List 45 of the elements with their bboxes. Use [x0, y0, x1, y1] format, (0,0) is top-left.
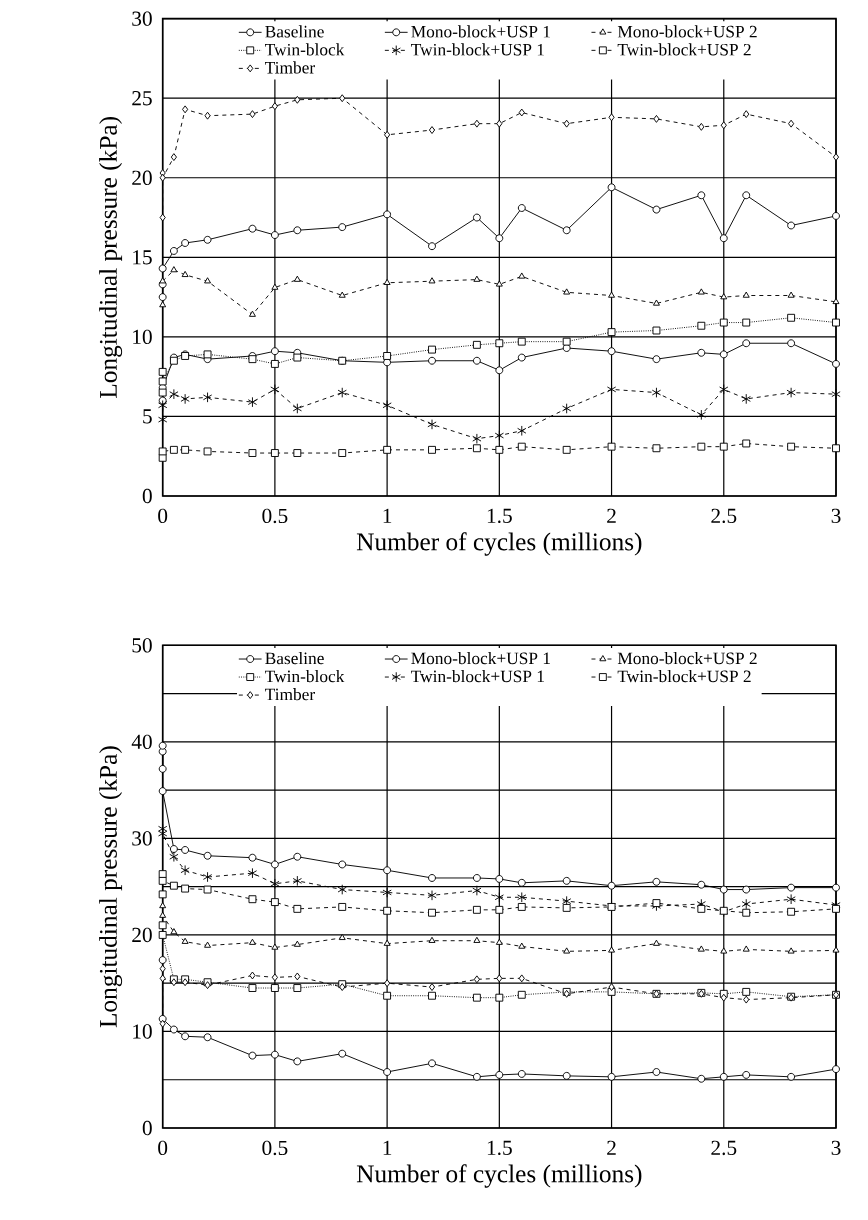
legend-label: Twin-block+USP 1	[411, 43, 544, 56]
x-tick-label: 0	[158, 1140, 168, 1156]
y-tick-label: 10	[133, 329, 152, 345]
x-axis-title: Number of cycles (millions)	[356, 1164, 642, 1188]
y-tick-label: 25	[132, 91, 152, 106]
legend-label: Mono-block+USP 2	[617, 25, 757, 38]
legend-label: Twin-block	[265, 670, 345, 683]
legend-label: Mono-block+USP 1	[411, 25, 550, 38]
legend-label: Twin-block	[265, 43, 345, 56]
x-tick-label: 2.5	[711, 1140, 737, 1156]
legend-label: Baseline	[265, 25, 324, 38]
x-tick-label: 1.5	[487, 508, 512, 524]
x-tick-label: 0.5	[262, 508, 288, 524]
x-tick-label: 3	[831, 508, 841, 524]
y-tick-label: 10	[133, 1024, 152, 1039]
legend-label: Twin-block+USP 2	[617, 670, 751, 683]
y-tick-label: 20	[132, 927, 152, 943]
x-tick-label: 2.5	[711, 508, 737, 524]
y-axis-title: Longitudinal pressure (kPa)	[99, 117, 123, 398]
x-tick-label: 1	[383, 1140, 392, 1155]
x-tick-label: 1	[383, 508, 392, 523]
legend-label: Mono-block+USP 1	[411, 652, 550, 665]
y-axis-title: Longitudinal pressure (kPa)	[99, 746, 123, 1028]
legend-label: Timber	[265, 688, 315, 701]
y-tick-label: 40	[131, 734, 152, 750]
y-tick-label: 30	[132, 831, 152, 846]
x-tick-label: 2	[607, 1140, 616, 1155]
x-axis-title: Number of cycles (millions)	[356, 532, 642, 556]
legend-label: Twin-block+USP 2	[617, 43, 751, 56]
y-tick-label: 30	[132, 11, 152, 26]
x-tick-label: 2	[607, 508, 616, 523]
x-tick-label: 0	[158, 508, 168, 524]
y-tick-label: 0	[142, 488, 152, 504]
x-tick-label: 1.5	[487, 1140, 512, 1156]
y-tick-label: 50	[132, 638, 152, 653]
y-tick-label: 5	[143, 409, 152, 424]
x-tick-label: 0.5	[262, 1140, 288, 1156]
y-tick-label: 15	[133, 250, 152, 265]
y-tick-label: 0	[142, 1120, 152, 1136]
legend-label: Baseline	[265, 652, 324, 665]
y-tick-label: 20	[132, 170, 152, 185]
legend-label: Twin-block+USP 1	[411, 670, 544, 683]
legend-label: Mono-block+USP 2	[617, 652, 757, 665]
legend-label: Timber	[265, 61, 315, 74]
x-tick-label: 3	[831, 1140, 841, 1156]
